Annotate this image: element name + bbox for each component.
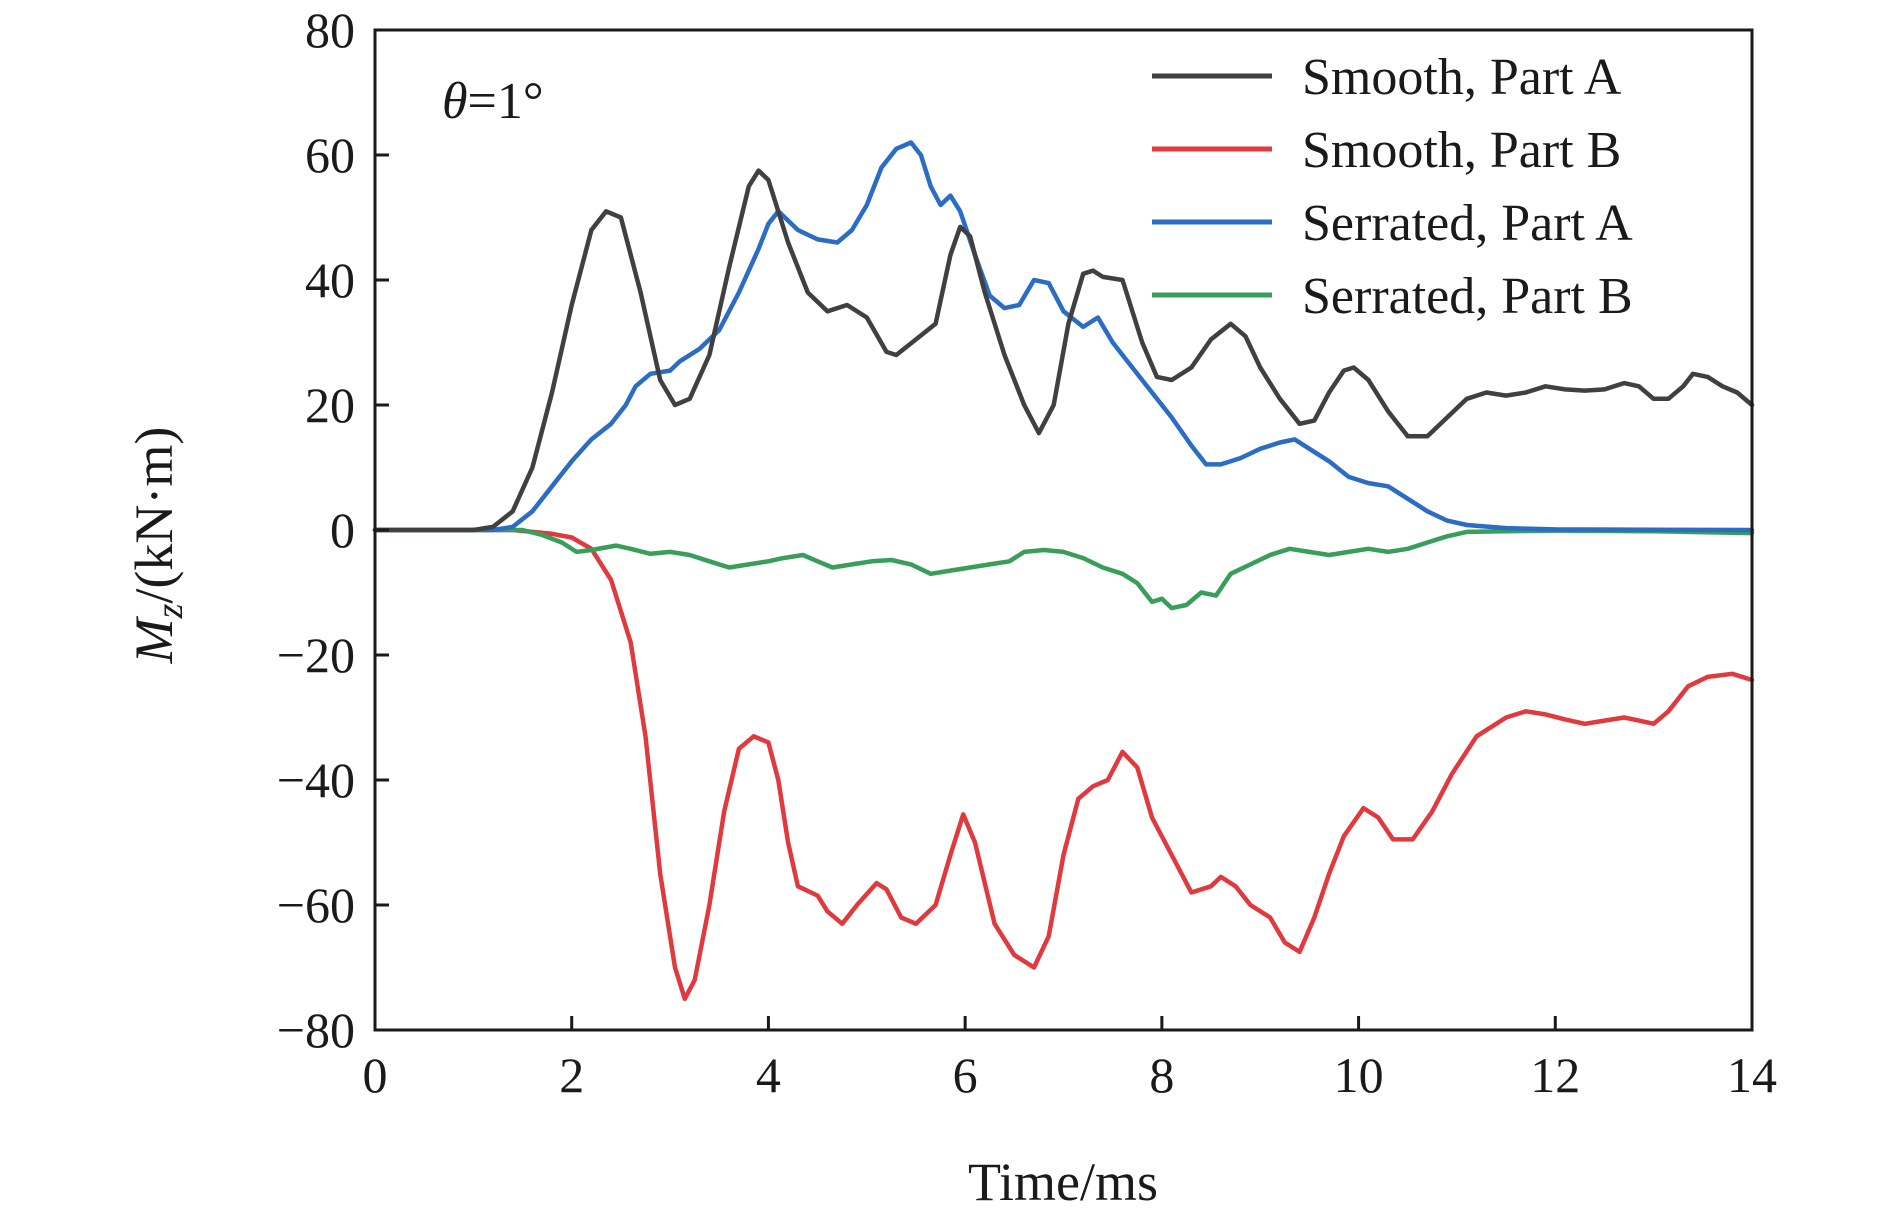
x-tick-label: 6	[953, 1047, 978, 1103]
y-tick-label: 20	[305, 377, 355, 433]
theta-symbol: θ	[442, 73, 468, 130]
x-tick-label: 14	[1727, 1047, 1777, 1103]
y-axis-subscript: z	[149, 603, 191, 619]
x-tick-label: 10	[1334, 1047, 1384, 1103]
legend-label: Serrated, Part A	[1302, 195, 1633, 252]
angle-annotation: θ=1°	[442, 73, 544, 130]
x-tick-label: 12	[1530, 1047, 1580, 1103]
y-axis: −80 −60 −40 −20 0 20 40 60 80	[277, 2, 389, 1058]
y-tick-label: 40	[305, 252, 355, 308]
y-axis-symbol: M	[124, 615, 184, 664]
legend-label: Serrated, Part B	[1302, 268, 1633, 325]
x-axis-label: Time/ms	[968, 1152, 1158, 1212]
x-tick-label: 8	[1149, 1047, 1174, 1103]
x-tick-label: 0	[363, 1047, 388, 1103]
legend-item: Serrated, Part B	[1152, 268, 1633, 325]
y-tick-label: 80	[305, 2, 355, 58]
angle-value: =1°	[468, 73, 544, 130]
legend-label: Smooth, Part A	[1302, 49, 1622, 106]
x-axis: 0 2 4 6 8 10 12 14	[363, 1016, 1777, 1103]
x-tick-label: 4	[756, 1047, 781, 1103]
series-line-smooth-part-b	[372, 527, 1755, 1002]
legend-label: Smooth, Part B	[1302, 122, 1621, 179]
legend-item: Smooth, Part A	[1152, 49, 1622, 106]
series-line-smooth-part-a	[372, 168, 1755, 533]
legend-item: Serrated, Part A	[1152, 195, 1633, 252]
y-tick-label: 0	[330, 502, 355, 558]
y-tick-label: 60	[305, 127, 355, 183]
legend: Smooth, Part A Smooth, Part B Serrated, Pa…	[1152, 49, 1633, 325]
y-tick-label: −20	[277, 627, 355, 683]
y-tick-label: −40	[277, 752, 355, 808]
x-tick-label: 2	[559, 1047, 584, 1103]
y-tick-label: −80	[277, 1002, 355, 1058]
legend-item: Smooth, Part B	[1152, 122, 1621, 179]
series-line-serrated-part-b	[372, 527, 1755, 611]
y-tick-label: −60	[277, 877, 355, 933]
y-axis-label: Mz/(kN·m)	[124, 427, 191, 665]
y-axis-unit: /(kN·m)	[124, 427, 184, 604]
plot-area	[372, 140, 1755, 1002]
